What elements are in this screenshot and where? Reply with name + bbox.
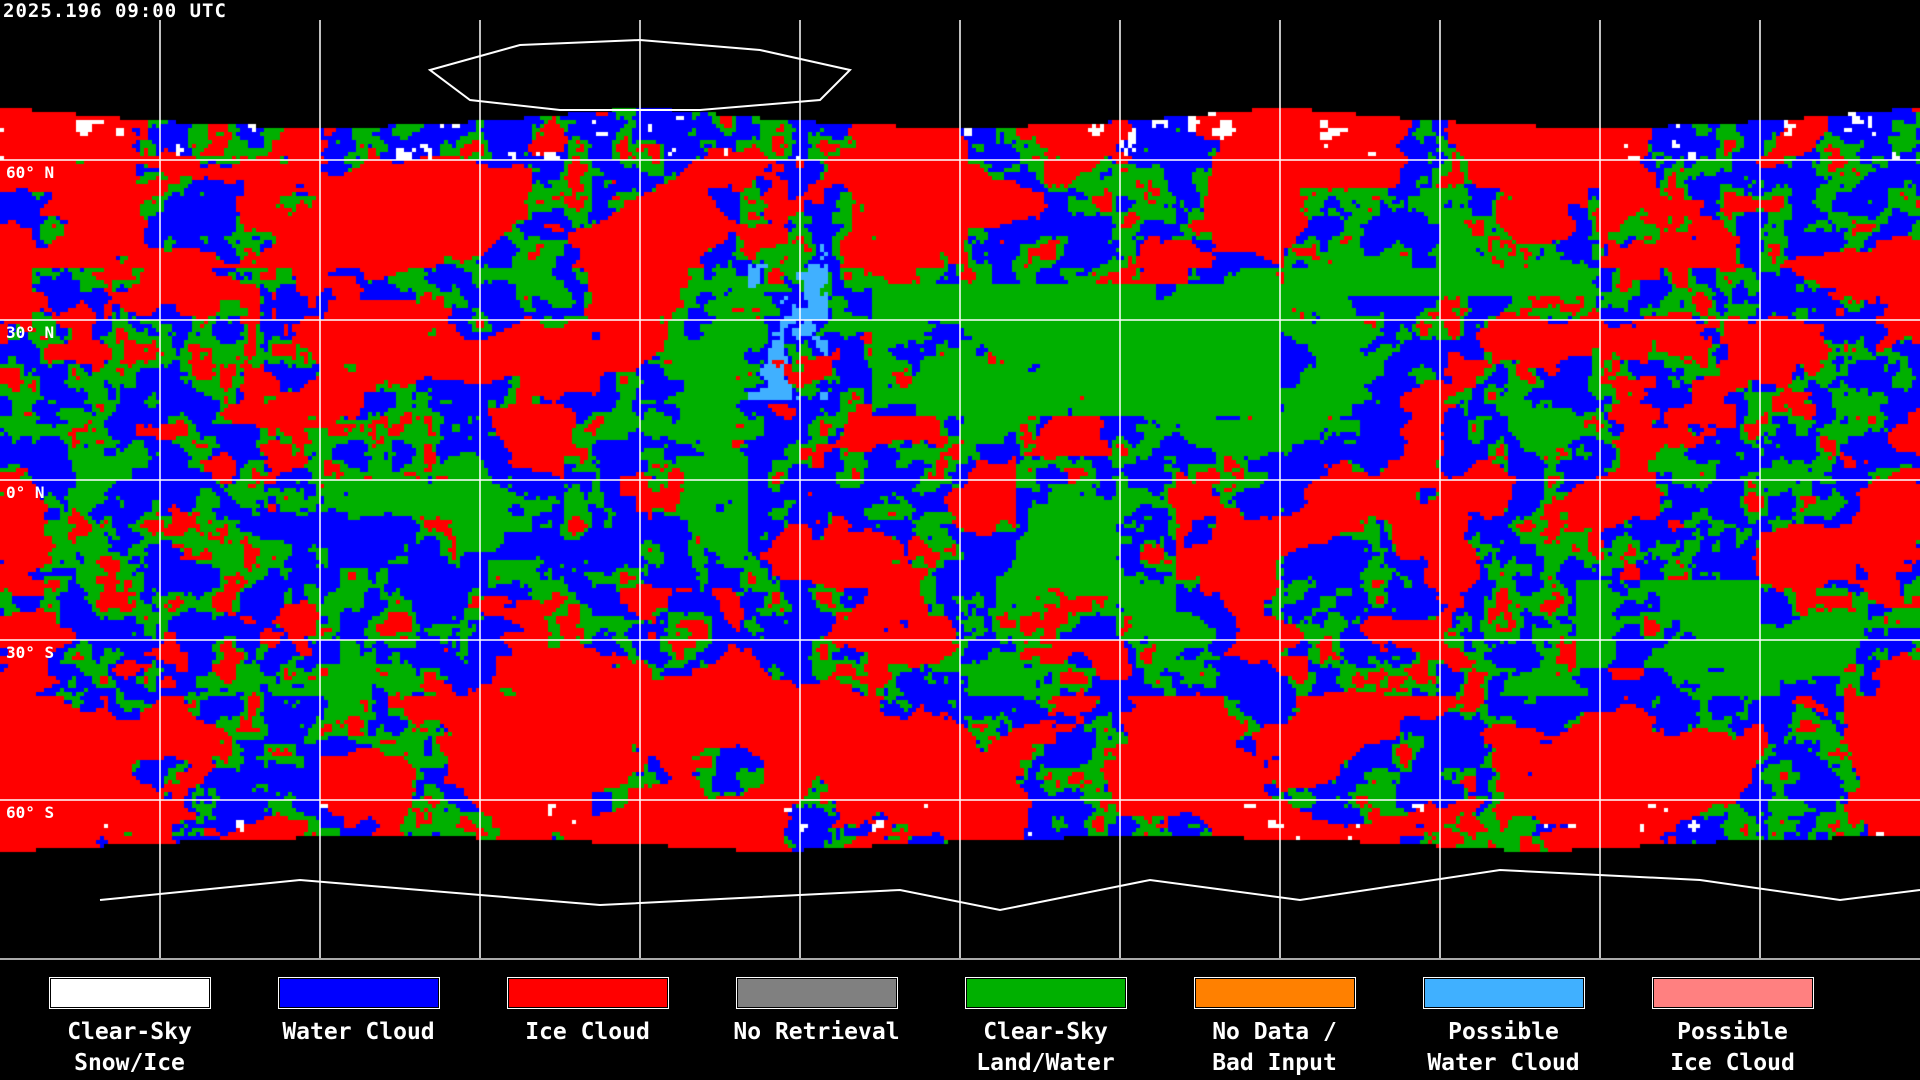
legend-item-possible-ice-cloud: Possible Ice Cloud: [1618, 977, 1847, 1079]
legend-swatch: [48, 977, 211, 1009]
cloud-phase-map: 2025.196 09:00 UTC 60° N 30° N 0° N 30° …: [0, 0, 1920, 958]
lat-label-30n: 30° N: [6, 323, 55, 342]
legend-swatch: [1651, 977, 1814, 1009]
legend-label-line1: Clear-Sky: [983, 1019, 1108, 1045]
legend-label-line1: Possible: [1677, 1019, 1788, 1045]
legend-label-line1: Water Cloud: [282, 1019, 435, 1045]
legend-label-line2: Water Cloud: [1427, 1050, 1580, 1076]
legend-label-line2: Ice Cloud: [1670, 1050, 1795, 1076]
graticule-overlay: [0, 20, 1920, 958]
legend-item-possible-water-cloud: Possible Water Cloud: [1389, 977, 1618, 1079]
legend-label-line2: Land/Water: [976, 1050, 1115, 1076]
lat-label-0n: 0° N: [6, 483, 45, 502]
legend-item-no-retrieval: No Retrieval: [702, 977, 931, 1048]
legend-item-clear-sky-snow-ice: Clear-Sky Snow/Ice: [15, 977, 244, 1079]
legend-swatch: [1422, 977, 1585, 1009]
legend-label-line1: Possible: [1448, 1019, 1559, 1045]
coastline: [427, 38, 852, 111]
legend-label-line1: No Data /: [1212, 1019, 1337, 1045]
legend-label-line1: No Retrieval: [733, 1019, 900, 1045]
timestamp-label: 2025.196 09:00 UTC: [3, 0, 227, 22]
legend-label-line2: Bad Input: [1212, 1050, 1337, 1076]
legend-item-no-data-bad-input: No Data / Bad Input: [1160, 977, 1389, 1079]
lat-label-60n: 60° N: [6, 163, 55, 182]
legend-item-clear-sky-land-water: Clear-Sky Land/Water: [931, 977, 1160, 1079]
legend-item-water-cloud: Water Cloud: [244, 977, 473, 1048]
legend-swatch: [964, 977, 1127, 1009]
legend-swatch: [735, 977, 898, 1009]
legend-label-line2: Snow/Ice: [74, 1050, 185, 1076]
legend-swatch: [506, 977, 669, 1009]
legend-swatch: [277, 977, 440, 1009]
legend-swatch: [1193, 977, 1356, 1009]
legend-item-ice-cloud: Ice Cloud: [473, 977, 702, 1048]
lat-label-60s: 60° S: [6, 803, 55, 822]
lat-label-30s: 30° S: [6, 643, 55, 662]
coastline: [99, 868, 1920, 912]
legend-label-line1: Clear-Sky: [67, 1019, 192, 1045]
map-border: [0, 958, 1920, 960]
legend-label-line1: Ice Cloud: [525, 1019, 650, 1045]
